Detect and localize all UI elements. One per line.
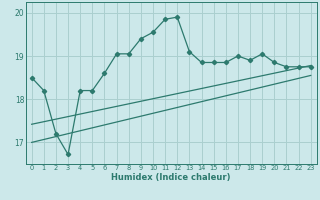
X-axis label: Humidex (Indice chaleur): Humidex (Indice chaleur) xyxy=(111,173,231,182)
